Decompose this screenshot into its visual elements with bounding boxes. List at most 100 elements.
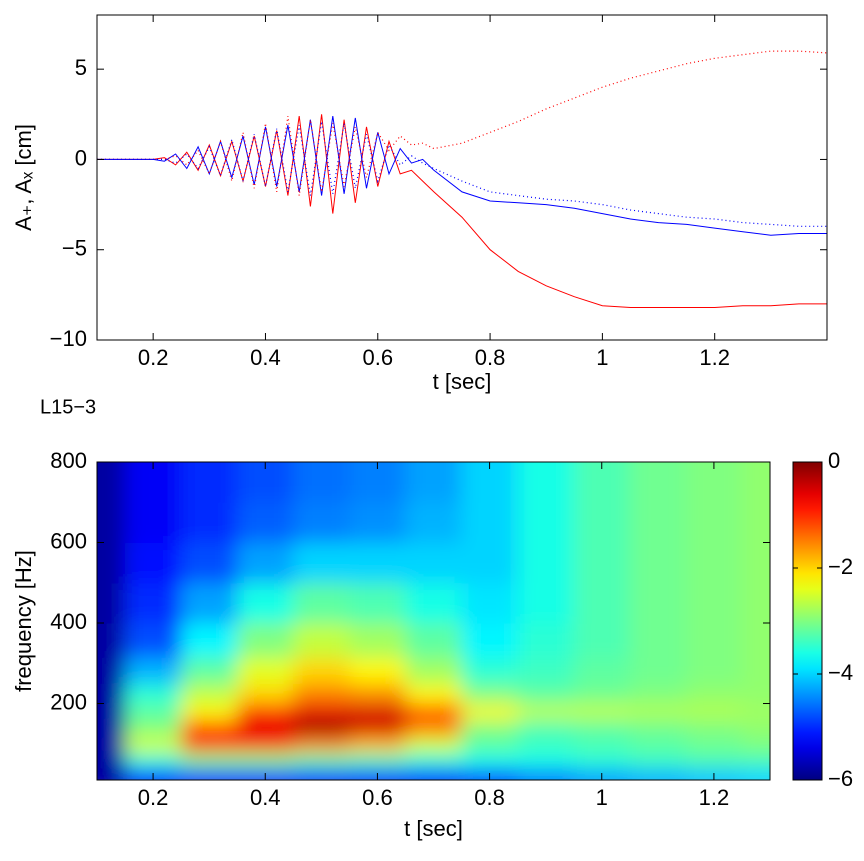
heatmap-cell [461,703,519,721]
heatmap-cell [405,623,463,658]
heatmap-cell [293,657,350,684]
heatmap-cell [349,719,406,737]
colorbar-tick-label: −4 [828,660,853,685]
heatmap-cell [629,542,687,584]
x-tick-label: 0.4 [250,785,281,810]
heatmap-cell [629,767,687,780]
heatmap-cell [125,582,182,624]
heatmap-cell [349,735,406,753]
heatmap-cell [461,719,519,737]
heatmap-cell [349,657,406,684]
heatmap-cell [517,719,575,737]
heatmap-cell [461,683,519,705]
heatmap-cell [517,683,575,705]
heatmap-cell [741,582,770,624]
heatmap-cell [629,751,687,769]
heatmap-cell [517,582,575,624]
heatmap-cell [517,462,575,503]
heatmap-cell [573,623,631,658]
heatmap-cell [237,751,294,769]
axes-box [96,461,771,781]
heatmap-cell [573,542,631,584]
heatmap-cell [97,582,126,624]
heatmap-cell [293,542,350,584]
x-tick-label: 0.6 [362,785,393,810]
heatmap-cell [517,542,575,584]
heatmap-cell [629,703,687,721]
heatmap-cell [181,751,238,769]
heatmap-cell [741,623,770,658]
heatmap-cell [517,767,575,780]
heatmap-cell [405,683,463,705]
heatmap-cell [181,623,238,658]
heatmap-cell [181,582,238,624]
heatmap-cell [405,735,463,753]
heatmap-cell [517,751,575,769]
heatmap-cell [405,582,463,624]
heatmap-cell [125,703,182,721]
heatmap-cell [685,582,743,624]
y-tick-label: 600 [50,528,87,553]
heatmap-cell [125,657,182,684]
y-axis-label: A₊, Aₓ [cm] [11,124,36,231]
heatmap-cell [405,719,463,737]
heatmap-cell [405,502,463,544]
heatmap-cell [237,623,294,658]
heatmap-cell [125,719,182,737]
heatmap-cell [629,657,687,684]
heatmap-cell [97,683,126,705]
heatmap-cell [573,719,631,737]
x-tick-label: 1 [596,785,608,810]
heatmap-cell [97,751,126,769]
heatmap-cell [181,735,238,753]
heatmap-cell [293,735,350,753]
heatmap-cell [349,623,406,658]
heatmap-cell [461,623,519,658]
heatmap-cell [349,751,406,769]
heatmap-cell [629,735,687,753]
heatmap-cell [573,703,631,721]
x-axis-label: t [sec] [404,816,463,841]
heatmap-cell [181,502,238,544]
heatmap-cell [741,703,770,721]
heatmap-cell [181,683,238,705]
heatmap-cell [629,582,687,624]
plot-area [97,462,770,780]
heatmap-cell [293,582,350,624]
heatmap-cell [237,735,294,753]
heatmap-cell [685,703,743,721]
heatmap-cell [125,683,182,705]
colorbar-tick-label: 0 [828,448,840,473]
x-tick-label: 0.6 [362,345,393,370]
heatmap-cell [293,623,350,658]
colorbar-tick-label: −6 [828,766,853,791]
heatmap-cell [97,623,126,658]
heatmap-cell [349,542,406,584]
y-tick-label: −5 [62,236,87,261]
heatmap-cell [461,502,519,544]
x-axis-label: t [sec] [433,369,492,394]
heatmap-cell [685,719,743,737]
heatmap-cell [293,767,350,780]
heatmap-cell [405,751,463,769]
heatmap-cell [237,542,294,584]
heatmap-cell [237,582,294,624]
heatmap-cell [237,657,294,684]
heatmap-cell [125,542,182,584]
heatmap-cell [685,751,743,769]
y-axis-label: frequency [Hz] [11,550,36,692]
heatmap-cell [461,582,519,624]
heatmap-cell [97,719,126,737]
heatmap-cell [741,462,770,503]
heatmap-cell [181,542,238,584]
y-tick-label: 400 [50,609,87,634]
heatmap-cell [349,502,406,544]
heatmap-cell [685,657,743,684]
heatmap-cell [97,735,126,753]
heatmap-cell [181,703,238,721]
heatmap-cell [573,582,631,624]
heatmap-cell [125,502,182,544]
colorbar-tick-label: −2 [828,554,853,579]
heatmap-cell [293,751,350,769]
